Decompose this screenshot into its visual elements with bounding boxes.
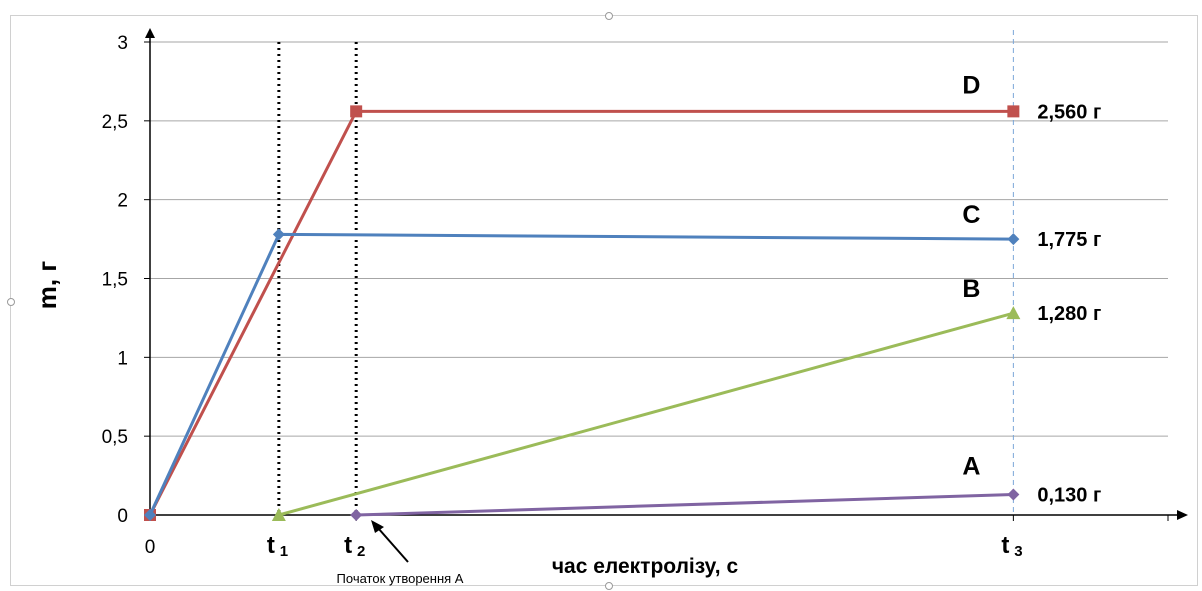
annotation-arrowhead: [371, 520, 384, 533]
data-point-B: [271, 508, 286, 521]
data-point-B: [1006, 306, 1021, 320]
end-value-label-B: 1,280 г: [1037, 303, 1101, 325]
x-tick-label: t: [1001, 532, 1009, 559]
x-tick-subscript: 1: [280, 543, 288, 560]
y-tick-label: 1: [117, 348, 128, 369]
y-tick-label: 1,5: [102, 270, 128, 291]
end-value-label-C: 1,775 г: [1037, 229, 1101, 251]
annotation-text: Початок утворення А: [337, 571, 464, 586]
axes: [144, 28, 1188, 521]
data-point-C: [144, 509, 156, 521]
chart-frame: [7, 12, 1198, 590]
x-axis-arrow: [1177, 510, 1188, 520]
y-axis-arrow: [145, 28, 155, 38]
x-tick-subscript: 2: [357, 543, 365, 560]
resize-handle-left[interactable]: [7, 298, 15, 306]
series-name-label-B: B: [962, 275, 980, 303]
y-axis-label: m, г: [32, 261, 62, 310]
series-line-B: [278, 311, 1014, 517]
x-axis-label: час електролізу, с: [552, 555, 739, 578]
data-point-A: [350, 509, 363, 521]
series-name-label-A: A: [962, 453, 980, 481]
x-tick-label: t: [267, 532, 275, 559]
y-tick-label: 2: [117, 191, 128, 212]
data-point-C: [1007, 233, 1020, 246]
data-series: [144, 105, 1021, 521]
series-name-label-D: D: [962, 71, 980, 99]
gridlines: [150, 41, 1168, 437]
y-tick-label: 2,5: [102, 112, 128, 133]
data-point-C: [272, 228, 285, 241]
x-tick-subscript: 3: [1014, 543, 1022, 560]
y-tick-label: 0,5: [102, 427, 128, 448]
annotation: Початок утворення А: [337, 520, 464, 586]
y-tick-label: 0: [117, 506, 128, 527]
data-point-D: [350, 105, 363, 118]
annotation-arrow: [377, 527, 409, 563]
series-labels: 2,560 г D 1,775 г C 1,280 г B 0,130 г A: [962, 71, 1101, 506]
end-value-label-D: 2,560 г: [1037, 101, 1101, 123]
time-markers: [277, 30, 1014, 515]
resize-handle-bottom[interactable]: [605, 582, 613, 590]
y-tick-label: 3: [117, 33, 128, 54]
data-point-D: [1007, 105, 1020, 118]
end-value-label-A: 0,130 г: [1037, 485, 1101, 507]
y-tick-labels: 0 0,5 1 1,5 2 2,5 3: [102, 33, 128, 527]
data-point-A: [1007, 488, 1020, 501]
series-line-A: [356, 493, 1014, 517]
x-tick-label: t: [344, 532, 352, 559]
x-tick-label: 0: [145, 537, 156, 558]
resize-handle-top[interactable]: [605, 12, 613, 20]
series-name-label-C: C: [962, 201, 980, 229]
